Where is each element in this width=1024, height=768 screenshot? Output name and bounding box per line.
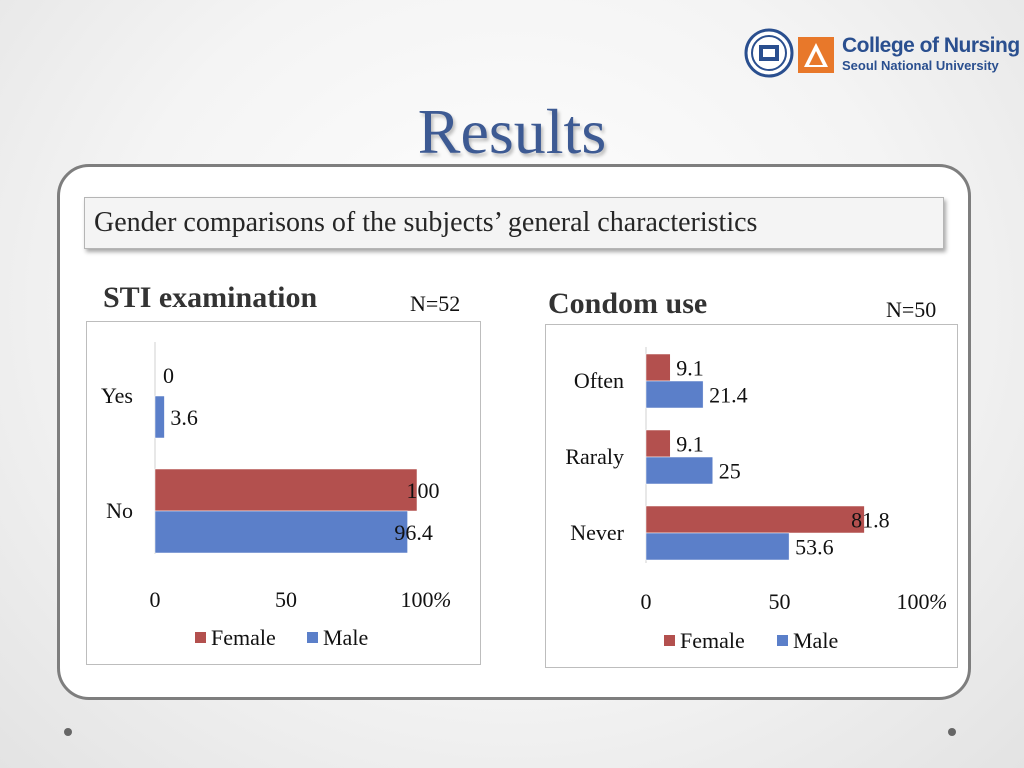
sti-bar-male-yes [154,395,165,439]
condom-data-label-male-never: 53.6 [795,535,834,560]
condom-data-label-female-raraly: 9.1 [676,432,704,457]
sti-category-label-yes: Yes [101,383,133,408]
slide-corner-dot-left [64,728,72,736]
condom-chart-box: Often 9.1 21.4 Raraly 9.1 25 Never 81.8 53.6 0 50 1… [545,324,958,668]
sti-chart-box: Yes 0 3.6 No 100 96.4 0 50 100% Female Male [86,321,481,665]
condom-bar-male-never [645,532,790,561]
sti-data-label-male-no: 96.4 [394,520,433,545]
condom-x-tick-label-50: 50 [769,589,791,614]
sti-data-label-male-yes: 3.6 [170,405,198,430]
sti-bar-chart: Yes 0 3.6 No 100 96.4 0 50 100 % Female Male [101,342,451,650]
sti-legend-swatch-male [307,632,318,643]
sti-x-tick-label-50: 50 [275,587,297,612]
subtitle-text: Gender comparisons of the subjects’ gene… [94,207,758,238]
sti-x-tick-label-100: 100 [401,587,434,612]
subtitle-box: Gender comparisons of the subjects’ gene… [84,197,944,249]
condom-x-tick-label-0: 0 [641,589,652,614]
sti-data-label-female-no: 100 [407,478,440,503]
slide-title: Results [417,96,607,167]
condom-chart-title: Condom use [548,287,708,320]
condom-legend-swatch-male [777,635,788,646]
condom-category-label-never: Never [570,520,624,545]
college-logo: College of Nursing Seoul National Univer… [744,28,1020,82]
university-emblem-icon [744,28,794,78]
condom-category-label-raraly: Raraly [565,444,624,469]
sti-category-label-no: No [106,498,133,523]
sti-legend-label-female: Female [211,625,276,650]
condom-bar-male-raraly [645,456,713,485]
condom-data-label-male-often: 21.4 [709,383,748,408]
sti-legend-swatch-female [195,632,206,643]
sti-bar-female-no [154,468,418,512]
condom-bar-male-often [645,380,704,409]
condom-bar-female-raraly [645,429,671,458]
nursing-logo-mark-icon [798,37,834,73]
sti-bar-male-no [154,510,408,554]
condom-n-label: N=50 [886,297,937,322]
logo-university-name: Seoul National University [842,58,999,73]
sti-legend-label-male: Male [323,625,368,650]
condom-data-label-female-never: 81.8 [851,508,890,533]
condom-legend-label-male: Male [793,628,838,653]
condom-bar-female-often [645,353,671,382]
sti-unit-label: % [433,587,451,612]
slide-corner-dot-right [948,728,956,736]
condom-category-label-often: Often [574,368,624,393]
condom-unit-label: % [929,589,947,614]
condom-data-label-male-raraly: 25 [719,459,741,484]
condom-bar-chart: Often 9.121.4 Raraly 9.1 25 Never 81.8 53.6 0 50 1… [565,347,947,653]
condom-legend-label-female: Female [680,628,745,653]
sti-chart-title: STI examination [103,281,318,314]
logo-college-name: College of Nursing [842,34,1020,57]
condom-legend-swatch-female [664,635,675,646]
condom-x-tick-label-100: 100 [897,589,930,614]
sti-data-label-female-yes: 0 [163,363,174,388]
sti-n-label: N=52 [410,291,461,316]
sti-x-tick-label-0: 0 [150,587,161,612]
condom-bar-female-never [645,505,865,534]
condom-data-label-female-often: 9.1 [676,356,704,381]
